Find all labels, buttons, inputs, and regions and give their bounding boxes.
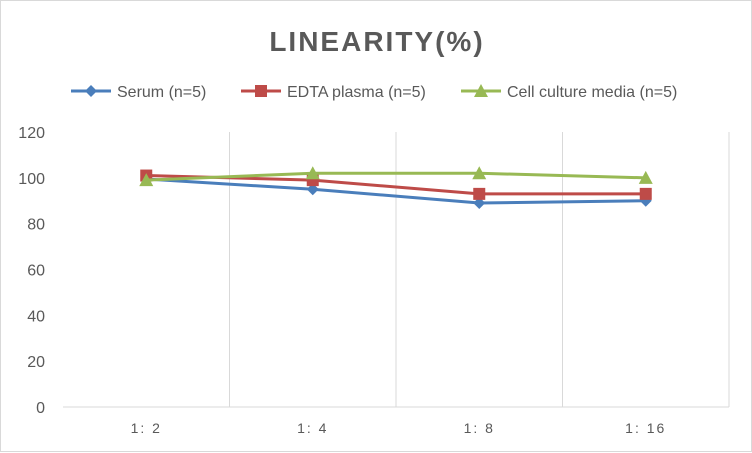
data-point [473,197,486,210]
legend-marker [474,84,488,97]
data-point [473,187,486,200]
legend-marker [85,85,97,97]
y-tick-label: 0 [36,400,45,417]
data-point [638,170,653,184]
data-point [139,173,154,187]
legend-label: Cell culture media (n=5) [507,84,677,101]
y-tick-label: 60 [27,263,45,280]
data-point [306,183,319,196]
x-tick-label: 1: 4 [297,420,328,436]
data-point [639,187,652,200]
legend-marker [255,85,267,97]
x-tick-label: 1: 16 [625,420,666,436]
y-tick-label: 20 [27,354,45,371]
y-tick-label: 120 [18,125,45,142]
y-tick-label: 100 [18,171,45,188]
data-point [305,166,320,180]
series-line [146,177,646,205]
data-point [472,166,487,180]
legend-label: Serum (n=5) [117,84,206,101]
y-tick-label: 80 [27,217,45,234]
chart-title: LINEARITY(%) [269,26,484,57]
legend-label: EDTA plasma (n=5) [287,84,426,101]
y-tick-label: 40 [27,308,45,325]
series-line [146,171,646,182]
x-tick-label: 1: 8 [464,420,495,436]
x-tick-label: 1: 2 [131,420,162,436]
